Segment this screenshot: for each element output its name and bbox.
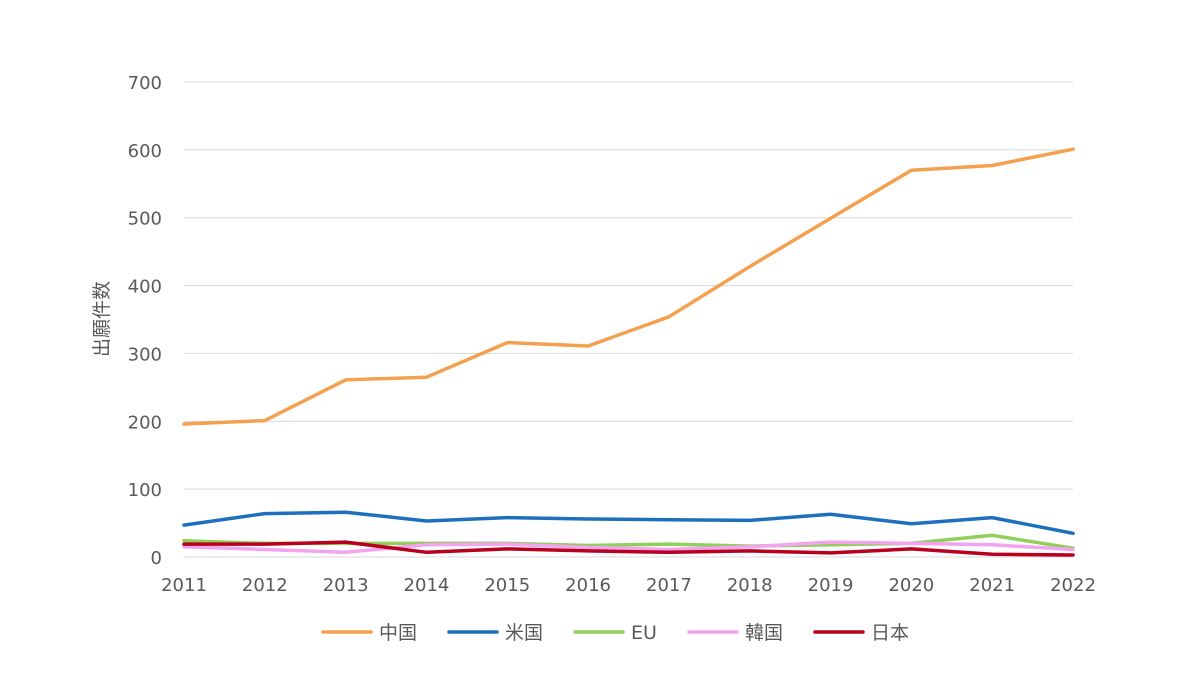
x-tick-label: 2013 bbox=[323, 575, 369, 596]
x-tick-label: 2021 bbox=[969, 575, 1015, 596]
x-tick-label: 2020 bbox=[888, 575, 934, 596]
x-tick-label: 2012 bbox=[242, 575, 288, 596]
y-tick-label: 500 bbox=[128, 209, 162, 230]
y-tick-label: 700 bbox=[128, 73, 162, 94]
y-axis-ticks: 0 100 200 300 400 500 600 700 bbox=[128, 73, 162, 569]
legend-label-4: 日本 bbox=[871, 622, 909, 644]
series-line-4 bbox=[182, 540, 1075, 557]
legend-label-2: EU bbox=[631, 622, 657, 644]
x-tick-label: 2011 bbox=[161, 575, 207, 596]
x-tick-label: 2015 bbox=[484, 575, 530, 596]
legend: 中国 米国 EU 韓国 日本 bbox=[321, 622, 909, 644]
x-tick-label: 2019 bbox=[808, 575, 854, 596]
series-line-3 bbox=[182, 540, 1075, 555]
x-tick-label: 2018 bbox=[727, 575, 773, 596]
x-tick-label: 2016 bbox=[565, 575, 611, 596]
series-line-0 bbox=[182, 147, 1075, 426]
y-tick-label: 100 bbox=[128, 480, 162, 501]
legend-label-3: 韓国 bbox=[745, 622, 783, 644]
y-tick-label: 0 bbox=[151, 548, 162, 569]
y-tick-label: 600 bbox=[128, 141, 162, 162]
x-tick-label: 2022 bbox=[1050, 575, 1096, 596]
gridlines bbox=[184, 81, 1073, 558]
y-tick-label: 300 bbox=[128, 344, 162, 365]
legend-label-0: 中国 bbox=[379, 622, 417, 644]
y-axis-label: 出願件数 bbox=[91, 281, 113, 357]
x-tick-label: 2014 bbox=[404, 575, 450, 596]
x-axis-ticks: 2011 2012 2013 2014 2015 2016 2017 2018 2019 2020… bbox=[161, 575, 1096, 596]
legend-label-1: 米国 bbox=[505, 622, 543, 644]
x-tick-label: 2017 bbox=[646, 575, 692, 596]
series-line-1 bbox=[182, 510, 1075, 536]
y-tick-label: 200 bbox=[128, 412, 162, 433]
y-tick-label: 400 bbox=[128, 277, 162, 298]
series-lines bbox=[182, 147, 1075, 557]
